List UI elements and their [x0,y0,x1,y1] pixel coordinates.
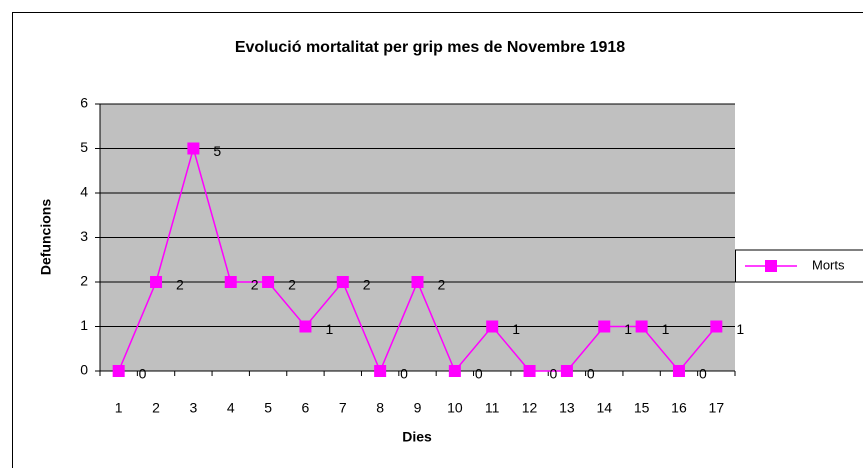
marker [411,276,424,288]
y-tick-label: 6 [80,95,88,111]
marker [224,276,237,288]
data-label: 0 [400,366,408,382]
y-tick-label: 3 [80,228,88,244]
data-label: 2 [438,277,446,293]
data-label: 1 [662,321,670,337]
x-tick-label: 11 [485,400,500,416]
marker [710,320,723,333]
x-tick-label: 7 [339,400,347,416]
data-label: 1 [624,321,632,337]
data-label: 2 [288,277,296,293]
data-label: 1 [736,321,744,337]
x-tick-label: 5 [264,400,272,416]
data-label: 2 [251,277,259,293]
x-tick-label: 16 [671,400,687,416]
y-tick-label: 1 [80,317,88,333]
marker [598,320,611,333]
y-tick-label: 2 [80,273,88,289]
y-axis-label: Defuncions [38,199,54,275]
marker [523,365,536,377]
marker [560,365,573,377]
x-tick-label: 9 [414,400,422,416]
marker [448,365,461,377]
chart-title: Evolució mortalitat per grip mes de Nove… [235,39,625,56]
x-tick-label: 3 [189,400,197,416]
data-label: 0 [475,366,483,382]
x-tick-label: 14 [596,400,612,416]
marker [112,365,125,377]
data-label: 2 [363,277,371,293]
x-tick-label: 13 [559,400,575,416]
x-tick-label: 6 [302,400,310,416]
data-label: 0 [587,366,595,382]
marker [486,320,499,333]
marker [336,276,349,288]
x-tick-label: 1 [115,400,123,416]
y-tick-label: 4 [80,184,88,200]
x-tick-label: 17 [709,400,725,416]
data-label: 2 [176,277,184,293]
data-label: 0 [550,366,558,382]
marker [299,320,312,333]
x-tick-label: 10 [447,400,463,416]
data-label: 0 [139,366,147,382]
data-label: 5 [213,143,221,159]
marker [635,320,648,333]
data-label: 1 [512,321,520,337]
legend-marker [765,260,777,272]
marker [262,276,275,288]
x-tick-label: 12 [522,400,538,416]
x-tick-label: 4 [227,400,235,416]
marker [150,276,163,288]
x-tick-label: 2 [152,400,160,416]
data-label: 1 [325,321,333,337]
y-tick-label: 0 [80,362,88,378]
marker [672,365,685,377]
x-axis-label: Dies [402,429,432,445]
marker [374,365,387,377]
data-label: 0 [699,366,707,382]
x-tick-label: 8 [376,400,384,416]
marker [187,142,200,155]
legend-label: Morts [812,257,845,272]
y-tick-label: 5 [80,139,88,155]
x-tick-label: 15 [634,400,650,416]
